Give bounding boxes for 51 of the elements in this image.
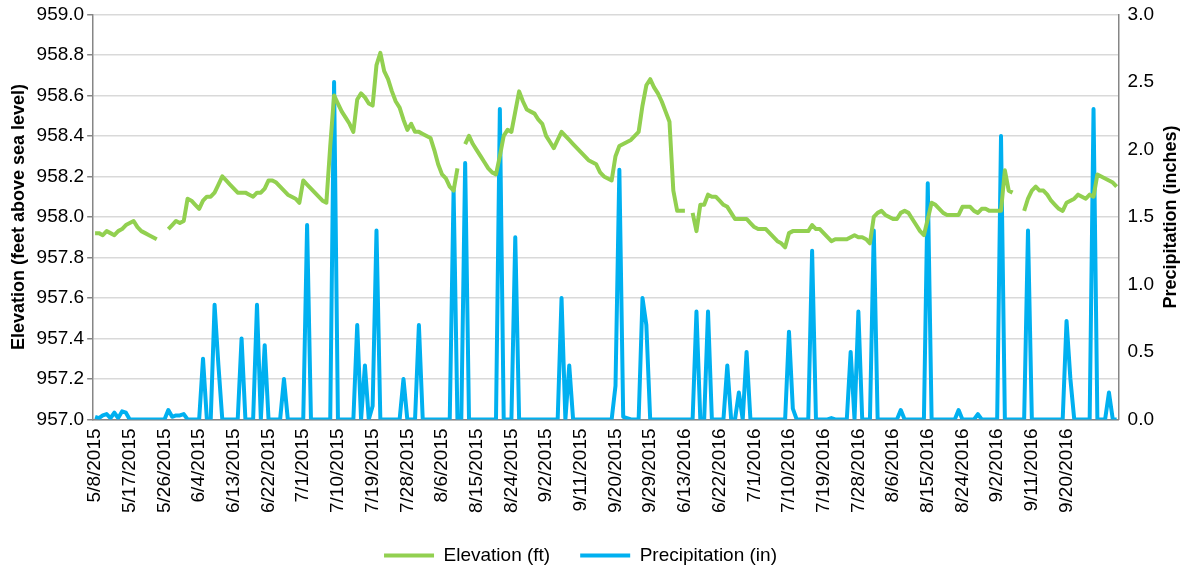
y2-tick-label: 3.0 — [1127, 2, 1155, 24]
x-tick-label: 9/20/2016 — [1054, 428, 1076, 514]
y2-axis-title: Precipitation (inches) — [1159, 125, 1180, 309]
x-tick-label: 5/26/2015 — [152, 428, 174, 514]
x-tick-label: 9/2/2016 — [985, 428, 1007, 503]
y2-tick-label: 1.0 — [1127, 272, 1155, 294]
x-tick-label: 9/11/2016 — [1020, 428, 1042, 512]
x-tick-label: 8/15/2015 — [464, 428, 486, 514]
y-tick-label: 958.4 — [36, 124, 85, 146]
x-tick-label: 6/13/2016 — [673, 428, 695, 514]
y2-tick-label: 0.0 — [1127, 407, 1155, 429]
y2-tick-label: 0.5 — [1127, 340, 1155, 362]
x-tick-label: 8/6/2015 — [430, 428, 452, 503]
x-tick-label: 8/24/2016 — [950, 428, 972, 514]
y-tick-label: 957.6 — [36, 286, 85, 308]
x-tick-label: 7/10/2015 — [326, 428, 348, 514]
x-tick-label: 9/11/2015 — [569, 428, 591, 512]
x-tick-label: 6/22/2015 — [256, 428, 278, 514]
x-tick-label: 7/19/2016 — [811, 428, 833, 514]
y-tick-label: 957.2 — [36, 367, 85, 389]
x-tick-label: 8/15/2016 — [916, 428, 937, 514]
y-tick-label: 958.0 — [36, 205, 85, 227]
x-tick-label: 7/19/2015 — [360, 428, 382, 514]
x-tick-label: 9/29/2015 — [638, 428, 660, 514]
x-tick-label: 7/10/2016 — [777, 428, 799, 514]
y2-tick-label: 2.5 — [1127, 70, 1155, 92]
y-tick-label: 958.8 — [36, 43, 85, 65]
x-tick-label: 8/24/2015 — [499, 428, 521, 514]
x-tick-label: 8/6/2016 — [881, 428, 903, 503]
x-tick-label: 9/2/2015 — [534, 428, 556, 503]
y-tick-label: 957.4 — [36, 326, 85, 348]
y2-tick-label: 2.0 — [1127, 137, 1155, 159]
x-tick-label: 7/28/2016 — [846, 428, 868, 514]
y-tick-label: 957.0 — [36, 407, 85, 429]
x-tick-label: 6/4/2015 — [187, 428, 209, 503]
x-tick-label: 6/22/2016 — [707, 428, 729, 514]
y-axis-title: Elevation (feet above sea level) — [7, 83, 28, 350]
y2-tick-label: 1.5 — [1127, 205, 1155, 227]
x-tick-label: 5/8/2015 — [83, 428, 105, 503]
y-tick-label: 958.2 — [36, 164, 85, 186]
x-tick-label: 7/28/2015 — [395, 428, 417, 514]
x-tick-label: 5/17/2015 — [118, 428, 139, 514]
y-tick-label: 958.6 — [36, 83, 85, 105]
x-tick-label: 9/20/2015 — [603, 428, 625, 514]
y-tick-label: 957.8 — [36, 245, 85, 267]
legend-label: Precipitation (in) — [639, 543, 777, 565]
legend-label: Elevation (ft) — [443, 543, 551, 565]
x-tick-label: 7/1/2016 — [742, 428, 764, 503]
y-tick-label: 959.0 — [36, 2, 85, 24]
x-tick-label: 6/13/2015 — [222, 428, 244, 514]
x-tick-label: 7/1/2015 — [291, 428, 313, 503]
